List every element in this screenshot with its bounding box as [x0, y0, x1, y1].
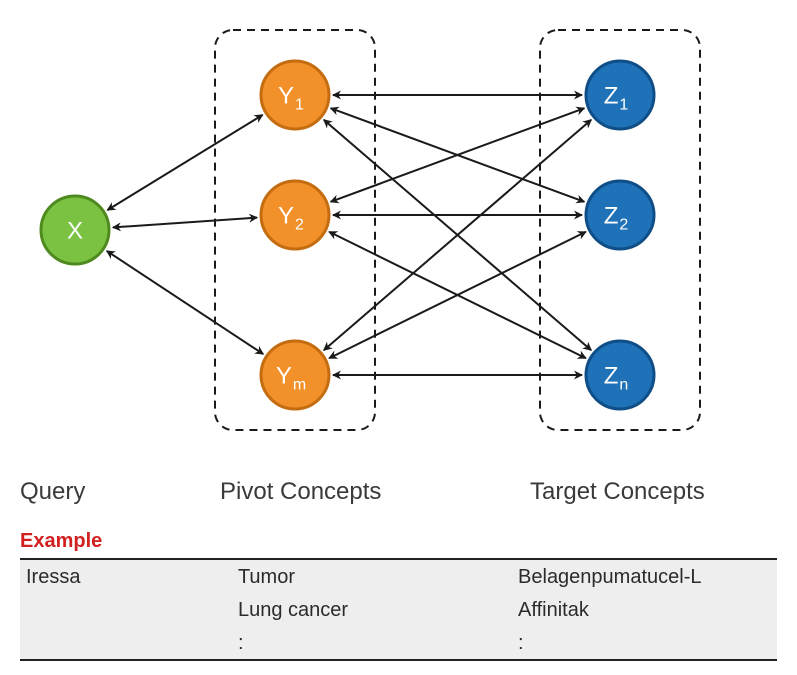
table-row: :: [20, 626, 777, 660]
edge [107, 251, 264, 354]
edge [107, 115, 262, 210]
table-cell: Lung cancer [232, 593, 512, 626]
node-Z2: Z2 [586, 181, 654, 249]
column-label-target: Target Concepts [530, 478, 705, 506]
node-Y1: Y1 [261, 61, 329, 129]
table-cell: Affinitak [512, 593, 777, 626]
node-Ym: Ym [261, 341, 329, 409]
column-label-pivot: Pivot Concepts [220, 478, 381, 506]
node-Z1: Z1 [586, 61, 654, 129]
svg-text:X: X [67, 217, 83, 244]
table-cell: : [512, 626, 777, 660]
node-Zn: Zn [586, 341, 654, 409]
table-cell [20, 593, 232, 626]
column-label-query: Query [20, 478, 85, 506]
node-X: X [41, 196, 109, 264]
table-row: IressaTumorBelagenpumatucel-L [20, 559, 777, 593]
edge [113, 218, 257, 228]
table-cell: Belagenpumatucel-L [512, 559, 777, 593]
table-cell: : [232, 626, 512, 660]
table-cell: Iressa [20, 559, 232, 593]
table-row: Lung cancerAffinitak [20, 593, 777, 626]
table-cell [20, 626, 232, 660]
example-table: IressaTumorBelagenpumatucel-LLung cancer… [20, 558, 777, 661]
concept-network-diagram: X Y1 Y2 Ym Z1 Z2 Zn [0, 0, 797, 470]
table-cell: Tumor [232, 559, 512, 593]
example-heading: Example [20, 530, 102, 553]
node-Y2: Y2 [261, 181, 329, 249]
